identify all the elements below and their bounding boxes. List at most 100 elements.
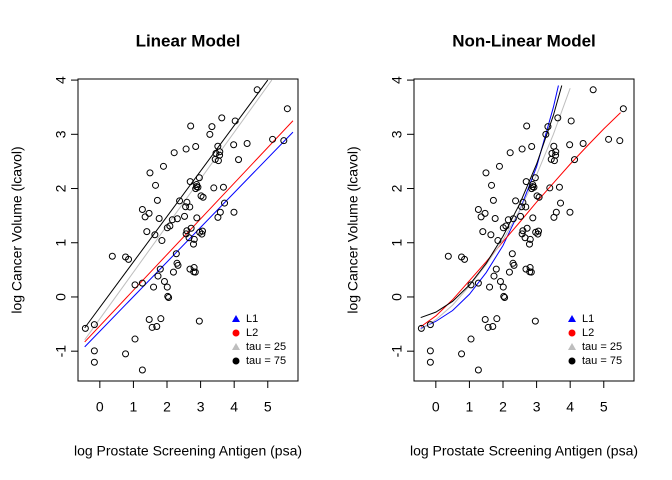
- data-point: [548, 149, 556, 157]
- data-point: [198, 227, 206, 235]
- legend-marker: [568, 343, 576, 350]
- data-point: [566, 141, 574, 149]
- data-point: [467, 335, 475, 343]
- x-tick-label: 0: [96, 399, 104, 415]
- data-point: [458, 350, 466, 358]
- data-point: [508, 250, 516, 258]
- data-point: [108, 252, 116, 260]
- legend-label: L1: [582, 313, 594, 325]
- legend-label: L2: [582, 327, 594, 339]
- x-tick-label: 5: [600, 399, 608, 415]
- data-point: [90, 347, 98, 355]
- legend-label: tau = 75: [582, 355, 622, 367]
- data-point: [131, 281, 139, 289]
- data-point: [522, 178, 530, 186]
- data-point: [546, 184, 554, 192]
- legend-marker: [568, 315, 576, 322]
- data-point: [518, 145, 526, 153]
- data-point: [487, 231, 495, 239]
- data-point: [90, 358, 98, 366]
- legend-marker: [232, 329, 240, 337]
- data-point: [195, 317, 203, 325]
- data-point: [163, 283, 171, 291]
- data-point: [496, 277, 504, 285]
- data-point: [489, 322, 497, 330]
- data-point: [166, 222, 174, 230]
- data-point: [506, 149, 514, 157]
- data-point: [542, 130, 550, 138]
- data-point: [552, 148, 560, 156]
- data-point: [172, 250, 180, 258]
- data-point: [138, 279, 146, 287]
- data-point: [164, 292, 172, 300]
- x-tick-label: 2: [163, 399, 171, 415]
- data-point: [153, 322, 161, 330]
- x-tick-label: 0: [432, 399, 440, 415]
- data-point: [566, 208, 574, 216]
- data-point: [495, 162, 503, 170]
- data-point: [155, 215, 163, 223]
- x-tick-label: 4: [230, 399, 238, 415]
- data-point: [493, 315, 501, 323]
- data-point: [230, 208, 238, 216]
- data-point: [165, 294, 173, 302]
- data-point: [479, 228, 487, 236]
- data-point: [160, 277, 168, 285]
- data-point: [492, 265, 500, 273]
- data-point: [208, 123, 216, 131]
- y-tick-label: -1: [53, 345, 69, 358]
- data-point: [489, 196, 497, 204]
- data-point: [253, 86, 261, 94]
- panel: Non-Linear Model log Prostate Screening A…: [345, 31, 638, 458]
- legend-label: L2: [246, 327, 258, 339]
- data-point: [187, 122, 195, 130]
- data-point: [156, 265, 164, 273]
- x-tick-label: 5: [264, 399, 272, 415]
- data-point: [193, 214, 201, 222]
- y-tick-label: 2: [53, 184, 69, 192]
- y-tick-label: 4: [53, 76, 69, 84]
- data-point: [500, 292, 508, 300]
- data-point: [589, 86, 597, 94]
- data-point: [523, 224, 531, 232]
- data-point: [619, 105, 627, 113]
- data-point: [571, 156, 579, 164]
- data-point: [529, 214, 537, 222]
- data-point: [151, 231, 159, 239]
- data-point: [186, 203, 194, 211]
- x-axis-label: log Prostate Screening Antigen (psa): [74, 443, 302, 459]
- data-point: [481, 315, 489, 323]
- data-point: [235, 156, 243, 164]
- data-point: [145, 315, 153, 323]
- data-point: [535, 193, 543, 201]
- data-point: [153, 196, 161, 204]
- data-point: [481, 209, 489, 217]
- data-point: [218, 114, 226, 122]
- y-tick-label: 3: [53, 130, 69, 138]
- data-point: [157, 315, 165, 323]
- y-axis-label: log Cancer Volume (lcavol): [345, 146, 361, 313]
- data-point: [534, 230, 542, 238]
- data-point: [482, 169, 490, 177]
- data-point: [174, 261, 182, 269]
- data-point: [523, 122, 531, 130]
- legend-marker: [568, 329, 576, 337]
- data-point: [170, 149, 178, 157]
- data-point: [474, 279, 482, 287]
- data-point: [444, 252, 452, 260]
- data-point: [243, 140, 251, 148]
- data-point: [221, 199, 229, 207]
- legend: L1 L2 tau = 25 tau = 75: [232, 313, 286, 367]
- data-point: [206, 130, 214, 138]
- data-point: [138, 366, 146, 374]
- data-point: [182, 145, 190, 153]
- data-point: [526, 264, 534, 272]
- data-point: [530, 183, 538, 191]
- data-point: [186, 178, 194, 186]
- data-point: [477, 213, 485, 221]
- legend: L1 L2 tau = 25 tau = 75: [568, 313, 622, 367]
- data-point: [152, 181, 160, 189]
- fit-line: [420, 112, 621, 328]
- data-point: [216, 151, 224, 159]
- data-point: [169, 268, 177, 276]
